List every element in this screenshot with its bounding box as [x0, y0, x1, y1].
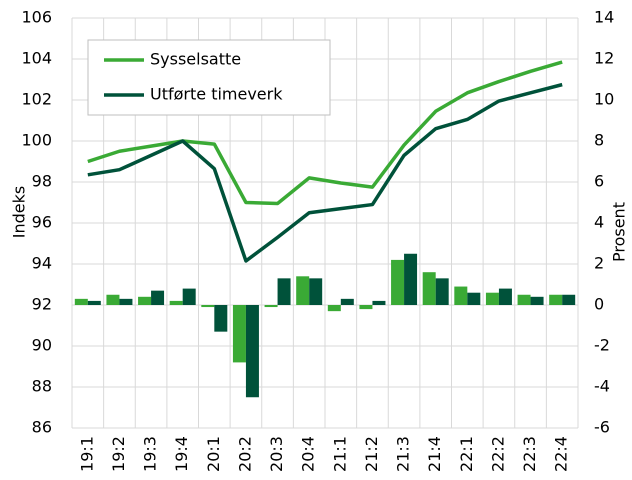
bar — [422, 272, 436, 305]
bar — [245, 305, 259, 398]
y-tick-label: 88 — [32, 377, 52, 396]
x-tick-label: 22:1 — [457, 436, 476, 472]
bar — [232, 305, 246, 363]
x-tick-label: 19:3 — [141, 436, 160, 472]
bar — [264, 305, 278, 308]
y2-tick-label: 12 — [594, 49, 614, 68]
bar — [562, 294, 576, 305]
y2-tick-label: 2 — [594, 254, 604, 273]
legend-label: Utførte timeverk — [150, 85, 283, 104]
y-tick-label: 92 — [32, 295, 52, 314]
y2-tick-label: 14 — [594, 8, 614, 27]
y-tick-label: 94 — [32, 254, 52, 273]
x-tick-label: 19:1 — [77, 436, 96, 472]
y-tick-label: 98 — [32, 172, 52, 191]
bar — [119, 298, 133, 305]
bar — [87, 300, 101, 305]
y2-tick-label: 10 — [594, 90, 614, 109]
bar — [138, 296, 152, 305]
bar — [359, 305, 373, 310]
y-tick-label: 100 — [21, 131, 52, 150]
bar — [182, 288, 196, 305]
x-tick-label: 20:3 — [267, 436, 286, 472]
y2-tick-label: -6 — [594, 418, 610, 437]
x-tick-label: 22:4 — [552, 436, 571, 472]
y-tick-label: 102 — [21, 90, 52, 109]
y2-tick-label: -2 — [594, 336, 610, 355]
y2-tick-label: 6 — [594, 172, 604, 191]
x-tick-label: 22:3 — [520, 436, 539, 472]
bar — [201, 305, 215, 308]
y-tick-label: 106 — [21, 8, 52, 27]
y-axis-label: Indeks — [10, 186, 29, 238]
legend-box — [87, 39, 331, 116]
line — [87, 82, 563, 263]
y2-tick-label: 0 — [594, 295, 604, 314]
bar — [467, 292, 481, 305]
bar — [549, 294, 563, 305]
x-tick-label: 19:4 — [172, 436, 191, 472]
bar — [340, 298, 354, 305]
bar — [296, 276, 310, 305]
bar — [151, 290, 165, 305]
x-tick-label: 20:1 — [204, 436, 223, 472]
y2-axis-label: Prosent — [610, 202, 629, 262]
x-tick-label: 21:1 — [330, 436, 349, 472]
bar — [391, 259, 405, 305]
bar — [106, 294, 120, 305]
x-tick-label: 21:2 — [362, 436, 381, 472]
bar — [309, 278, 323, 305]
bar — [517, 294, 531, 305]
bar — [277, 278, 291, 305]
bar — [498, 288, 512, 305]
bar — [327, 305, 341, 312]
x-tick-label: 19:2 — [109, 436, 128, 472]
bar — [372, 300, 386, 305]
y2-tick-label: 8 — [594, 131, 604, 150]
bar — [214, 305, 228, 332]
y-tick-label: 86 — [32, 418, 52, 437]
y2-tick-label: 4 — [594, 213, 604, 232]
bar — [435, 278, 449, 305]
bar — [485, 292, 499, 305]
legend-label: Sysselsatte — [150, 50, 241, 69]
bar — [74, 298, 88, 305]
x-tick-label: 20:2 — [235, 436, 254, 472]
bar — [169, 300, 183, 305]
bar — [530, 296, 544, 305]
x-tick-label: 21:4 — [425, 436, 444, 472]
x-tick-label: 20:4 — [299, 436, 318, 472]
bar — [404, 253, 418, 305]
y2-tick-label: -4 — [594, 377, 610, 396]
x-tick-label: 21:3 — [394, 436, 413, 472]
y-tick-label: 96 — [32, 213, 52, 232]
bar — [454, 286, 468, 305]
y-tick-label: 90 — [32, 336, 52, 355]
x-tick-label: 22:2 — [488, 436, 507, 472]
line — [87, 60, 563, 206]
y-tick-label: 104 — [21, 49, 52, 68]
